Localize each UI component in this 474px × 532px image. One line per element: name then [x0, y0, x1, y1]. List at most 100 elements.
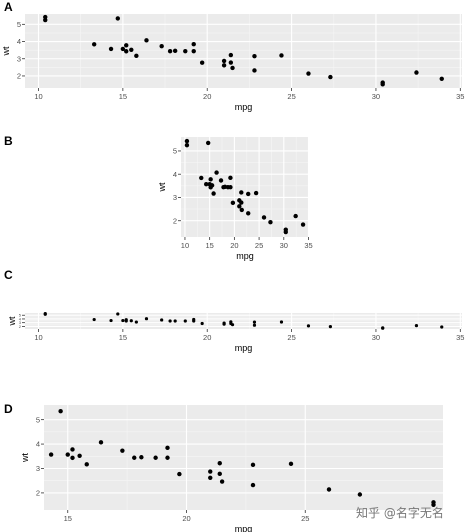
x-tick-label-a: 15: [119, 92, 127, 101]
data-point: [261, 215, 267, 220]
data-point: [219, 479, 225, 484]
x-axis-label-a: mpg: [235, 102, 253, 112]
data-point: [191, 42, 196, 47]
data-point: [239, 207, 244, 213]
y-axis-label-c: wt: [7, 316, 17, 326]
data-point: [139, 455, 144, 460]
panel-background-d: [44, 405, 443, 510]
data-point: [228, 175, 233, 181]
panel-background-a: [25, 14, 462, 88]
x-tick-label-c: 20: [203, 333, 211, 342]
x-tick-label-b: 20: [230, 241, 238, 250]
x-tick-label-b: 15: [205, 241, 213, 250]
data-point: [124, 49, 129, 54]
x-tick-label-c: 30: [372, 333, 380, 342]
data-point: [183, 319, 187, 323]
data-point: [116, 312, 120, 316]
data-point: [440, 325, 444, 329]
data-point: [221, 58, 227, 64]
data-point: [184, 138, 190, 144]
data-point: [306, 71, 311, 76]
data-point: [207, 182, 212, 187]
data-point: [70, 447, 75, 452]
data-point: [192, 317, 196, 322]
data-point: [414, 324, 419, 328]
data-point: [283, 229, 288, 235]
data-point: [221, 185, 226, 190]
data-point: [77, 453, 82, 458]
panel-label-b: B: [4, 134, 13, 148]
y-tick-label-a: 2: [17, 72, 21, 81]
data-point: [91, 42, 97, 47]
y-tick-label-b: 2: [173, 216, 177, 225]
y-tick-label-c: 2: [19, 324, 22, 329]
data-point: [208, 469, 213, 474]
data-point: [228, 185, 233, 190]
data-point: [306, 324, 311, 328]
x-axis-label-c: mpg: [235, 343, 253, 353]
data-point: [250, 482, 256, 488]
data-point: [208, 177, 213, 182]
data-point: [115, 16, 120, 21]
x-tick-label-c: 35: [456, 333, 464, 342]
data-point: [120, 448, 125, 453]
watermark: 知乎 @名字无名: [356, 506, 444, 520]
data-point: [43, 14, 48, 20]
data-point: [252, 320, 257, 324]
panel-label-a: A: [4, 0, 13, 14]
data-point: [160, 318, 164, 322]
data-point: [228, 60, 234, 65]
data-point: [222, 321, 226, 325]
data-point: [293, 213, 298, 219]
data-point: [132, 455, 137, 460]
data-point: [208, 475, 213, 480]
y-tick-label-c: 4: [19, 316, 22, 321]
data-point: [153, 455, 158, 460]
panel-label-d: D: [4, 402, 13, 416]
data-point: [65, 452, 70, 457]
data-point: [124, 319, 128, 323]
data-point: [431, 502, 436, 507]
data-point: [214, 170, 219, 175]
y-axis-label-d: wt: [20, 453, 30, 463]
data-point: [279, 53, 284, 58]
data-point: [439, 76, 444, 81]
points-group-b: [184, 138, 306, 235]
data-point: [165, 455, 170, 460]
x-tick-label-a: 20: [203, 92, 211, 101]
data-point: [300, 222, 306, 227]
data-point: [237, 204, 242, 209]
x-tick-label-a: 25: [287, 92, 295, 101]
x-tick-label-b: 30: [280, 241, 288, 250]
data-point: [246, 211, 251, 216]
data-point: [230, 65, 235, 71]
data-point: [84, 462, 89, 467]
data-point: [253, 190, 259, 196]
data-point: [381, 326, 385, 330]
data-point: [252, 53, 257, 59]
data-point: [124, 43, 129, 48]
data-point: [165, 445, 170, 451]
data-point: [144, 317, 149, 321]
data-point: [250, 462, 256, 468]
data-point: [246, 191, 251, 197]
data-point: [134, 53, 139, 59]
data-point: [168, 319, 172, 323]
x-tick-label-d: 25: [301, 514, 309, 523]
x-tick-label-b: 35: [304, 241, 312, 250]
y-tick-label-a: 5: [17, 20, 21, 29]
data-point: [252, 323, 257, 327]
x-tick-label-d: 20: [182, 514, 190, 523]
x-tick-label-a: 30: [372, 92, 380, 101]
x-tick-label-a: 35: [456, 92, 464, 101]
data-point: [199, 60, 205, 65]
y-tick-label-c: 5: [19, 313, 22, 318]
data-point: [177, 471, 182, 477]
y-axis-label-b: wt: [157, 182, 167, 192]
x-axis-label-d: mpg: [235, 524, 253, 532]
data-point: [144, 38, 149, 43]
data-point: [172, 48, 178, 54]
data-point: [199, 175, 204, 181]
data-point: [326, 487, 332, 492]
